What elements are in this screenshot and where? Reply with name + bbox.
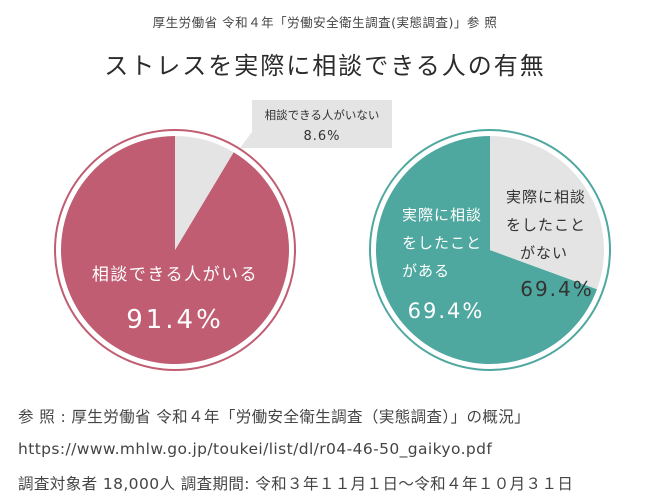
pie2-slice-not-consulted <box>490 136 605 290</box>
pie2-outer-ring <box>369 129 611 371</box>
source-line: 厚生労働省 令和４年「労働安全衛生調査(実態調査)」参 照 <box>152 15 498 30</box>
pie2-slice1-value: 69.4% <box>520 277 594 301</box>
footer-survey-info: 調査対象者 18,000人 調査期間: 令和３年１１月１日～令和４年１０月３１日 <box>18 475 574 493</box>
pie1-slice1-value: 8.6% <box>303 129 340 144</box>
pie1-slice-no-person <box>175 136 234 250</box>
footer-url: https://www.mhlw.go.jp/toukei/list/dl/r0… <box>18 440 493 458</box>
pie1-slice0-label: 相談できる人がいる <box>92 265 258 285</box>
pie2-slice-consulted <box>376 136 598 364</box>
pie2-slice1-label-line2: をしたこと <box>506 216 586 234</box>
pie2-slice1-label-line3: がない <box>520 244 568 262</box>
pie2-slice0-label-line2: をしたこと <box>402 234 482 252</box>
chart-title: ストレスを実際に相談できる人の有無 <box>104 52 546 80</box>
pie1-slice-has-person <box>60 136 289 364</box>
pie1-callout-box <box>252 100 392 148</box>
pie2-slice1-label-line1: 実際に相談 <box>506 188 586 206</box>
pie1-callout-pointer <box>240 132 252 148</box>
pie1-slice0-value: 91.4% <box>126 305 224 335</box>
pie2-slice0-value: 69.4% <box>408 299 485 323</box>
pie2-slice0-label-line3: がある <box>402 262 450 280</box>
pie1-slice1-label: 相談できる人がいない <box>265 108 380 122</box>
pie1-outer-ring <box>54 129 296 371</box>
pie2-slice0-label-line1: 実際に相談 <box>402 206 482 224</box>
footer-reference: 参 照 : 厚生労働省 令和４年「労働安全衛生調査（実態調査）」の概況」 <box>18 408 531 426</box>
